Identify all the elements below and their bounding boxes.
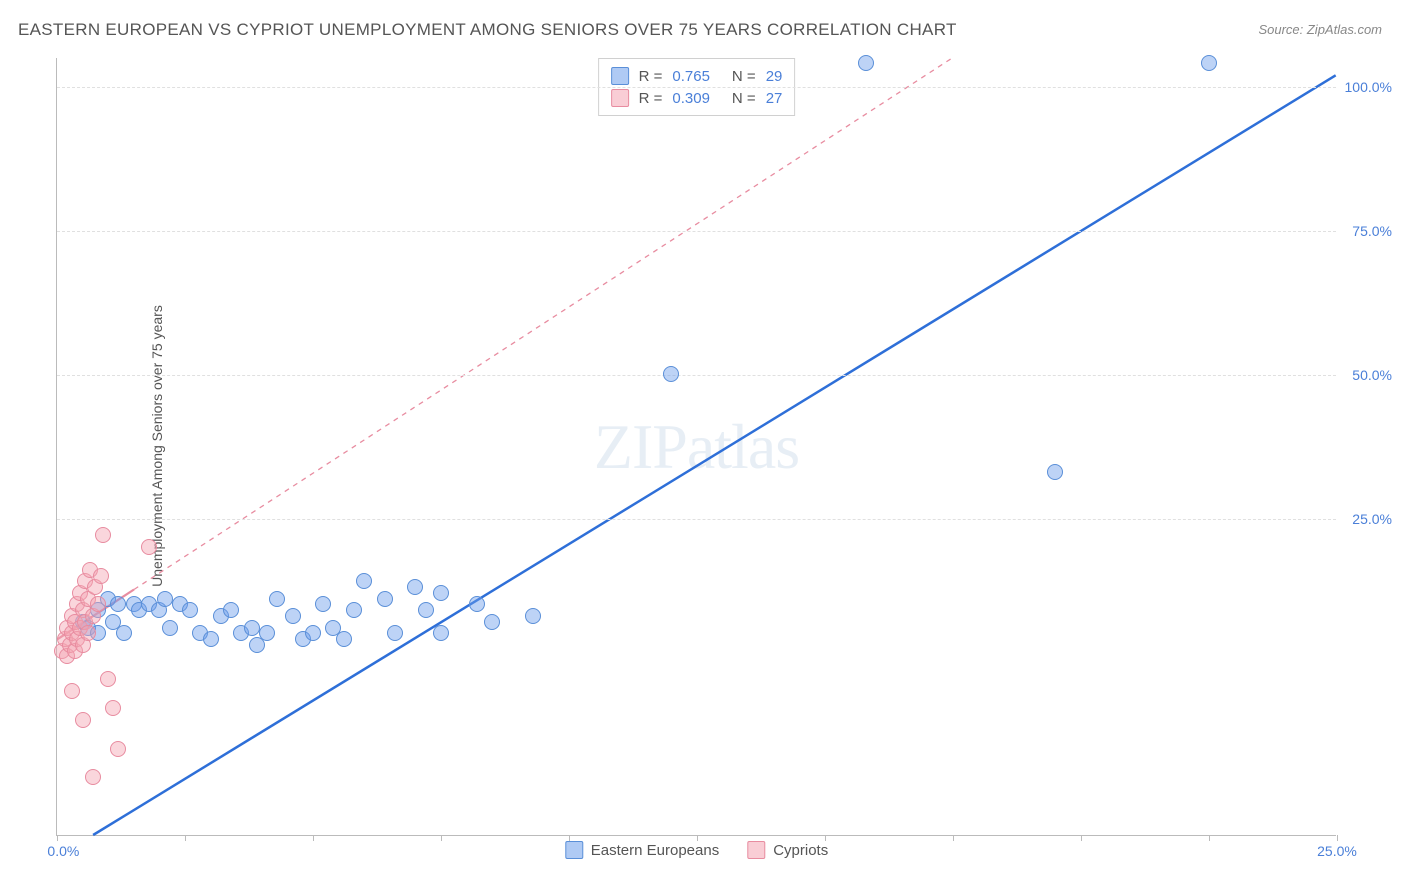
data-point (75, 712, 91, 728)
gridline (57, 375, 1336, 376)
xtick-label: 25.0% (1317, 843, 1357, 859)
stat-r-label: R = (639, 90, 663, 107)
xtick (185, 835, 186, 841)
xtick (697, 835, 698, 841)
xtick (1209, 835, 1210, 841)
stats-row-pink: R = 0.309 N = 27 (611, 87, 783, 109)
data-point (116, 625, 132, 641)
swatch-pink-icon (611, 89, 629, 107)
xtick (1337, 835, 1338, 841)
stat-r-label: R = (639, 68, 663, 85)
ytick-label: 75.0% (1352, 223, 1392, 239)
data-point (336, 631, 352, 647)
legend-item-pink: Cypriots (747, 841, 828, 859)
xtick (313, 835, 314, 841)
data-point (95, 527, 111, 543)
data-point (285, 608, 301, 624)
data-point (105, 700, 121, 716)
data-point (203, 631, 219, 647)
xtick (57, 835, 58, 841)
xtick-label: 0.0% (47, 843, 79, 859)
data-point (157, 591, 173, 607)
bottom-legend: Eastern Europeans Cypriots (565, 841, 828, 859)
data-point (346, 602, 362, 618)
stat-n-label: N = (732, 90, 756, 107)
data-point (182, 602, 198, 618)
data-point (1047, 464, 1063, 480)
legend-label-pink: Cypriots (773, 842, 828, 859)
data-point (110, 741, 126, 757)
swatch-pink-icon (747, 841, 765, 859)
xtick (441, 835, 442, 841)
data-point (259, 625, 275, 641)
data-point (433, 585, 449, 601)
gridline (57, 87, 1336, 88)
legend-item-blue: Eastern Europeans (565, 841, 719, 859)
ytick-label: 25.0% (1352, 511, 1392, 527)
data-point (663, 366, 679, 382)
data-point (315, 596, 331, 612)
xtick (825, 835, 826, 841)
xtick (953, 835, 954, 841)
data-point (377, 591, 393, 607)
legend-label-blue: Eastern Europeans (591, 842, 719, 859)
gridline (57, 519, 1336, 520)
stat-n-label: N = (732, 68, 756, 85)
data-point (1201, 55, 1217, 71)
source-label: Source: ZipAtlas.com (1258, 22, 1382, 37)
data-point (80, 625, 96, 641)
ytick-label: 50.0% (1352, 367, 1392, 383)
xtick (1081, 835, 1082, 841)
data-point (525, 608, 541, 624)
swatch-blue-icon (611, 67, 629, 85)
stats-row-blue: R = 0.765 N = 29 (611, 65, 783, 87)
data-point (93, 568, 109, 584)
data-point (110, 596, 126, 612)
data-point (407, 579, 423, 595)
data-point (141, 539, 157, 555)
chart-title: EASTERN EUROPEAN VS CYPRIOT UNEMPLOYMENT… (18, 20, 957, 40)
data-point (484, 614, 500, 630)
data-point (162, 620, 178, 636)
stat-n-blue: 29 (766, 68, 783, 85)
stat-n-pink: 27 (766, 90, 783, 107)
data-point (469, 596, 485, 612)
data-point (100, 671, 116, 687)
gridline (57, 231, 1336, 232)
data-point (858, 55, 874, 71)
data-point (305, 625, 321, 641)
stat-r-pink: 0.309 (672, 90, 710, 107)
plot-area: ZIPatlas R = 0.765 N = 29 R = 0.309 N = … (56, 58, 1336, 836)
stat-r-blue: 0.765 (672, 68, 710, 85)
data-point (356, 573, 372, 589)
data-point (244, 620, 260, 636)
data-point (269, 591, 285, 607)
data-point (85, 769, 101, 785)
data-point (90, 596, 106, 612)
data-point (223, 602, 239, 618)
ytick-label: 100.0% (1345, 79, 1392, 95)
data-point (64, 683, 80, 699)
xtick (569, 835, 570, 841)
data-point (418, 602, 434, 618)
trend-lines-layer (57, 58, 1336, 835)
swatch-blue-icon (565, 841, 583, 859)
data-point (433, 625, 449, 641)
data-point (387, 625, 403, 641)
